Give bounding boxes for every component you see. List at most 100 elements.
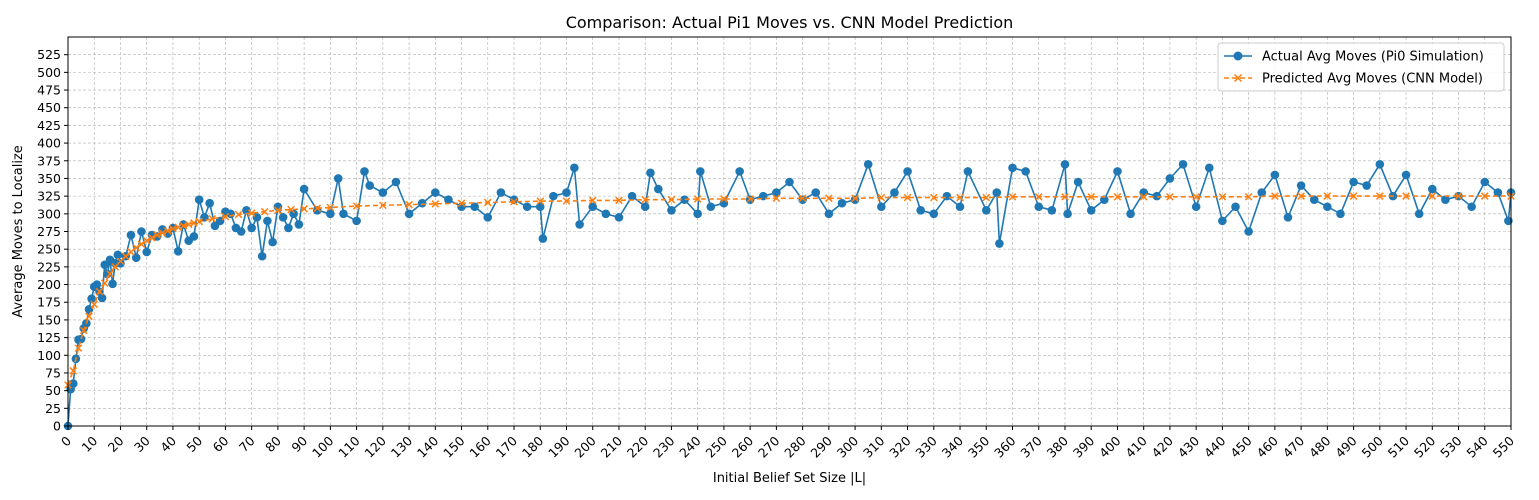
data-point-predicted <box>184 220 193 229</box>
data-point-predicted <box>536 197 545 205</box>
data-point-actual <box>570 163 579 173</box>
data-point-actual <box>693 209 702 219</box>
y-tick-label: 100 <box>37 348 61 363</box>
data-point-predicted <box>90 300 99 309</box>
y-tick-label: 400 <box>37 136 61 151</box>
data-point-actual <box>562 188 571 197</box>
data-point-actual <box>194 195 204 204</box>
data-point-predicted <box>746 195 754 203</box>
data-point-actual <box>378 188 388 197</box>
data-point-actual <box>483 213 493 222</box>
data-point-actual <box>614 213 624 222</box>
data-point-actual <box>289 209 298 219</box>
data-point-predicted <box>79 326 88 335</box>
data-point-actual <box>1204 163 1214 173</box>
legend-item-predicted: Predicted Avg Moves (CNN Model) <box>1224 72 1483 87</box>
legend-marker-predicted <box>1233 73 1243 83</box>
y-tick-label: 500 <box>37 65 61 80</box>
data-point-predicted <box>1454 192 1463 200</box>
data-point-predicted <box>163 226 172 235</box>
data-point-actual <box>97 293 107 303</box>
data-point-predicted <box>179 222 188 230</box>
data-point-actual <box>68 379 78 388</box>
data-point-actual <box>654 184 663 194</box>
data-point-actual <box>431 188 440 197</box>
data-point-actual <box>1008 163 1017 173</box>
data-point-actual <box>1401 170 1411 180</box>
data-point-predicted <box>326 203 335 212</box>
data-point-actual <box>549 191 558 201</box>
data-point-actual <box>1375 160 1385 169</box>
data-point-predicted <box>1402 192 1410 200</box>
data-point-predicted <box>1375 192 1384 200</box>
data-point-actual <box>850 195 860 204</box>
data-point-actual <box>772 188 781 197</box>
data-point-predicted <box>352 202 361 210</box>
data-point-predicted <box>195 217 204 226</box>
data-point-predicted <box>137 240 146 249</box>
data-point-actual <box>719 198 729 208</box>
data-point-predicted <box>772 194 781 203</box>
series-layer <box>63 160 1516 431</box>
data-point-actual <box>236 227 246 236</box>
data-point-actual <box>1021 167 1030 176</box>
data-point-actual <box>1257 188 1267 197</box>
data-point-actual <box>1113 167 1122 176</box>
data-point-predicted <box>720 195 728 203</box>
data-point-predicted <box>208 214 217 223</box>
data-point-actual <box>735 167 744 176</box>
data-point-predicted <box>851 194 859 203</box>
y-tick-label: 125 <box>37 330 61 345</box>
data-point-actual <box>811 188 821 197</box>
data-point-actual <box>1165 174 1175 183</box>
data-point-actual <box>1414 209 1424 219</box>
y-tick-label: 350 <box>37 171 61 186</box>
x-axis-title: Initial Belief Set Size |L| <box>713 471 866 486</box>
data-point-predicted <box>1480 192 1489 200</box>
y-tick-label: 175 <box>37 295 61 310</box>
data-point-actual <box>877 202 886 212</box>
data-point-predicted <box>825 194 833 203</box>
data-point-predicted <box>1061 193 1069 201</box>
y-tick-label: 150 <box>37 312 61 327</box>
data-point-actual <box>205 198 214 208</box>
data-point-predicted <box>132 243 141 252</box>
data-point-actual <box>278 213 288 222</box>
data-point-predicted <box>1166 193 1174 201</box>
y-tick-label: 25 <box>45 401 61 416</box>
data-point-predicted <box>798 194 807 203</box>
y-tick-label: 325 <box>37 189 61 204</box>
data-point-actual <box>352 216 361 226</box>
series-predicted <box>64 192 1515 389</box>
data-point-actual <box>992 188 1002 197</box>
data-point-predicted <box>1297 192 1305 200</box>
data-point-actual <box>76 334 86 344</box>
data-point-predicted <box>1271 192 1279 200</box>
data-point-predicted <box>85 312 93 321</box>
data-point-actual <box>535 202 545 212</box>
data-point-actual <box>1126 209 1135 219</box>
data-point-actual <box>695 167 705 176</box>
data-point-predicted <box>190 219 198 227</box>
data-point-actual <box>667 205 676 215</box>
data-point-actual <box>1283 213 1293 222</box>
data-point-predicted <box>260 207 269 216</box>
y-tick-label: 75 <box>45 365 61 380</box>
data-point-predicted <box>1349 192 1358 200</box>
data-point-actual <box>242 205 251 215</box>
data-point-actual <box>646 168 655 178</box>
data-point-actual <box>1467 202 1476 212</box>
y-tick-label: 425 <box>37 118 61 133</box>
data-point-actual <box>152 232 162 241</box>
data-point-actual <box>824 209 834 219</box>
data-point-predicted <box>274 206 282 215</box>
data-point-actual <box>1139 188 1148 197</box>
data-point-actual <box>1034 202 1044 212</box>
data-point-actual <box>92 280 102 289</box>
data-point-predicted <box>142 236 151 245</box>
data-point-predicted <box>1428 192 1437 200</box>
data-point-actual <box>299 184 309 194</box>
data-point-actual <box>444 195 453 204</box>
data-point-predicted <box>95 287 104 296</box>
data-point-predicted <box>1323 192 1332 200</box>
